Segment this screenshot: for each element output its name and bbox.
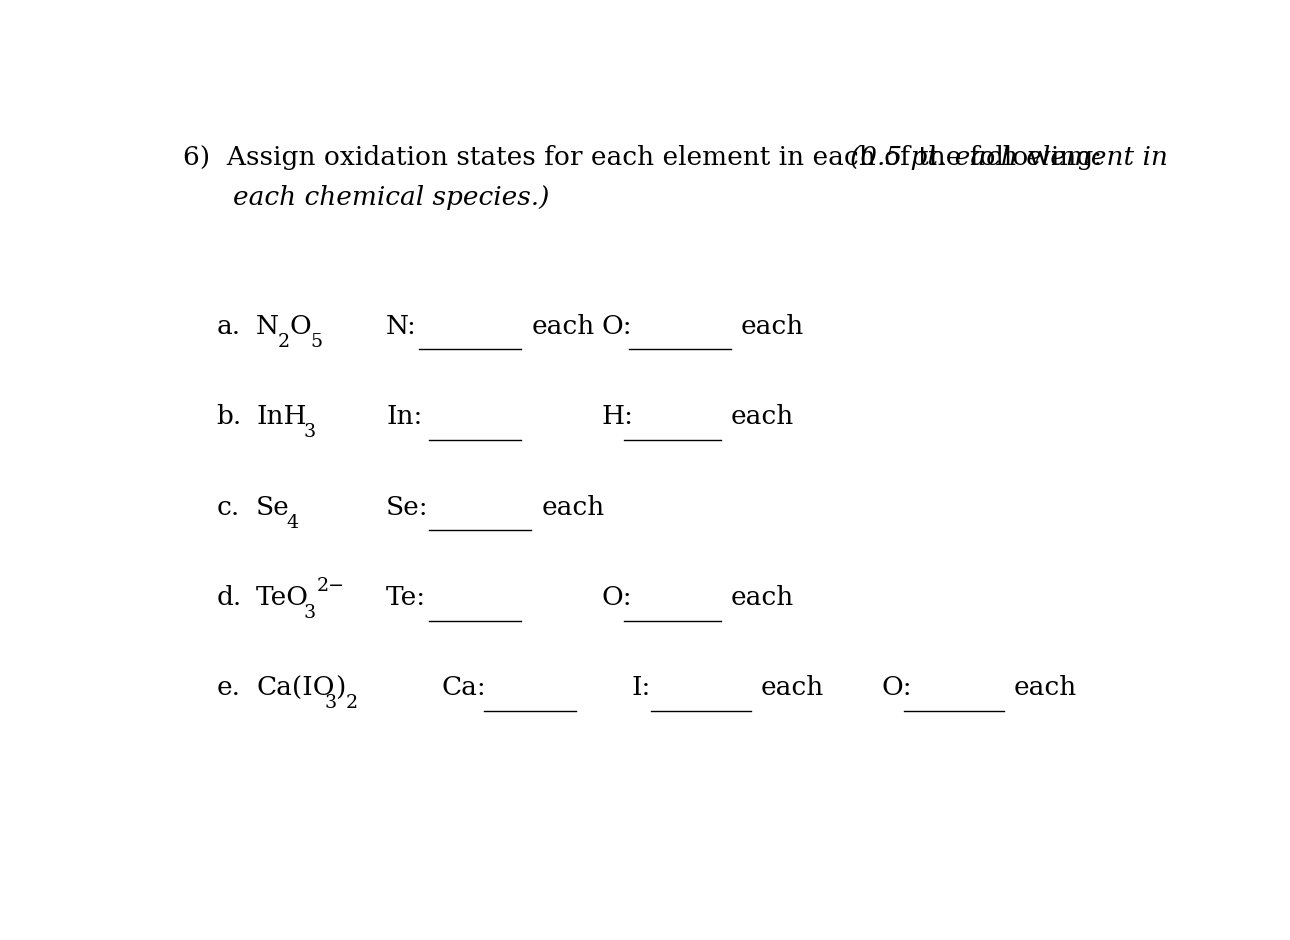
Text: 3: 3 <box>303 604 315 622</box>
Text: e.: e. <box>217 676 240 700</box>
Text: InH: InH <box>257 404 307 429</box>
Text: O:: O: <box>601 314 632 338</box>
Text: b.: b. <box>217 404 241 429</box>
Text: each: each <box>761 676 824 700</box>
Text: d.: d. <box>217 585 241 610</box>
Text: O:: O: <box>881 676 912 700</box>
Text: 2: 2 <box>346 695 357 713</box>
Text: I:: I: <box>631 676 650 700</box>
Text: Te:: Te: <box>386 585 426 610</box>
Text: (0.5 pt. each element in: (0.5 pt. each element in <box>850 146 1167 170</box>
Text: each: each <box>740 314 805 338</box>
Text: a.: a. <box>217 314 240 338</box>
Text: each: each <box>531 314 595 338</box>
Text: 2−: 2− <box>316 576 344 594</box>
Text: N:: N: <box>386 314 417 338</box>
Text: 3: 3 <box>324 695 337 713</box>
Text: 6)  Assign oxidation states for each element in each of the following:: 6) Assign oxidation states for each elem… <box>183 146 1111 170</box>
Text: Ca:: Ca: <box>441 676 486 700</box>
Text: each: each <box>542 494 605 520</box>
Text: 2: 2 <box>277 333 289 351</box>
Text: Se:: Se: <box>386 494 428 520</box>
Text: 4: 4 <box>286 513 298 531</box>
Text: Ca(IO: Ca(IO <box>257 676 334 700</box>
Text: c.: c. <box>217 494 240 520</box>
Text: Se: Se <box>257 494 290 520</box>
Text: 5: 5 <box>310 333 322 351</box>
Text: each: each <box>731 404 795 429</box>
Text: 3: 3 <box>303 423 315 441</box>
Text: each chemical species.): each chemical species.) <box>233 185 550 211</box>
Text: TeO: TeO <box>257 585 310 610</box>
Text: H:: H: <box>601 404 633 429</box>
Text: O: O <box>289 314 311 338</box>
Text: O:: O: <box>601 585 632 610</box>
Text: each: each <box>1014 676 1077 700</box>
Text: In:: In: <box>386 404 423 429</box>
Text: N: N <box>257 314 279 338</box>
Text: ): ) <box>335 676 346 700</box>
Text: each: each <box>731 585 795 610</box>
